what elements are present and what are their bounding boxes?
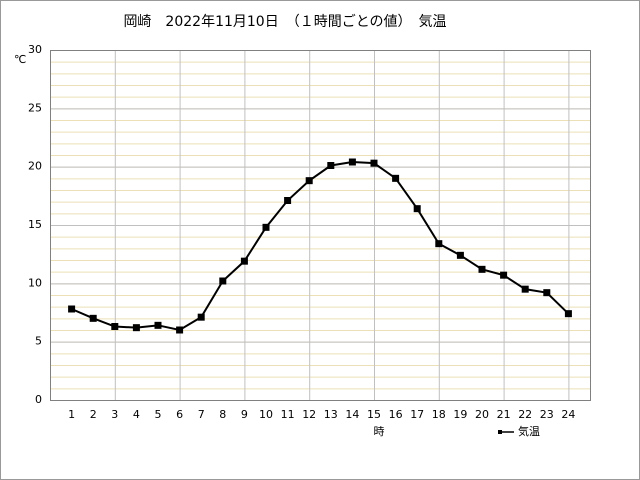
x-tick-label: 17 (410, 408, 424, 421)
point (154, 321, 162, 329)
point (284, 197, 292, 204)
x-tick-label: 7 (198, 408, 205, 421)
x-tick-label: 23 (540, 408, 554, 421)
x-tick-label: 9 (241, 408, 248, 421)
point (68, 305, 76, 313)
point (89, 314, 97, 322)
x-tick-label: 15 (367, 408, 381, 421)
point (197, 313, 205, 321)
x-tick-label: 21 (497, 408, 511, 421)
point (564, 310, 572, 318)
line (71, 160, 570, 332)
y-tick-label: 25 (28, 101, 42, 114)
point (348, 158, 356, 166)
chart-title: 岡崎 2022年11月10日 （１時間ごとの値） 気温 (123, 14, 446, 30)
plot-border (50, 50, 591, 401)
y-tick-label: 0 (35, 393, 42, 406)
x-tick-label: 20 (475, 408, 489, 421)
x-tick-label: 4 (133, 408, 140, 421)
y-tick-label: 10 (28, 276, 42, 289)
point (111, 323, 119, 330)
legend-label: 気温 (518, 424, 540, 438)
y-tick-label: 30 (28, 43, 42, 56)
x-tick-label: 6 (176, 408, 183, 421)
x-tick-label: 19 (453, 408, 467, 421)
point (305, 177, 313, 185)
x-tick-label: 12 (302, 408, 316, 421)
x-tick-label: 11 (281, 408, 295, 421)
x-axis-label: 時 (374, 425, 385, 438)
y-tick-label: 15 (28, 218, 42, 231)
point (132, 324, 140, 332)
legend-marker (498, 430, 502, 434)
x-tick-label: 14 (345, 408, 359, 421)
point (370, 159, 378, 167)
point (240, 257, 248, 265)
point (327, 162, 335, 169)
y-tick-label: 5 (35, 335, 42, 348)
x-tick-label: 5 (155, 408, 162, 421)
point (435, 240, 443, 248)
x-tick-label: 24 (561, 408, 575, 421)
point (478, 265, 486, 273)
x-tick-label: 13 (324, 408, 338, 421)
point (176, 326, 184, 334)
x-tick-label: 3 (111, 408, 118, 421)
x-tick-label: 2 (90, 408, 97, 421)
y-axis-label: ℃ (14, 53, 26, 66)
x-tick-label: 1 (68, 408, 75, 421)
point (262, 223, 270, 231)
x-tick-label: 16 (389, 408, 403, 421)
point (543, 289, 551, 297)
point (500, 271, 508, 279)
x-tick-label: 22 (518, 408, 532, 421)
point (456, 251, 464, 259)
point (219, 277, 227, 285)
point (392, 174, 400, 182)
x-tick-label: 18 (432, 408, 446, 421)
x-tick-label: 10 (259, 408, 273, 421)
point (521, 285, 529, 293)
y-tick-label: 20 (28, 160, 42, 173)
point (413, 205, 421, 213)
x-tick-label: 8 (219, 408, 226, 421)
